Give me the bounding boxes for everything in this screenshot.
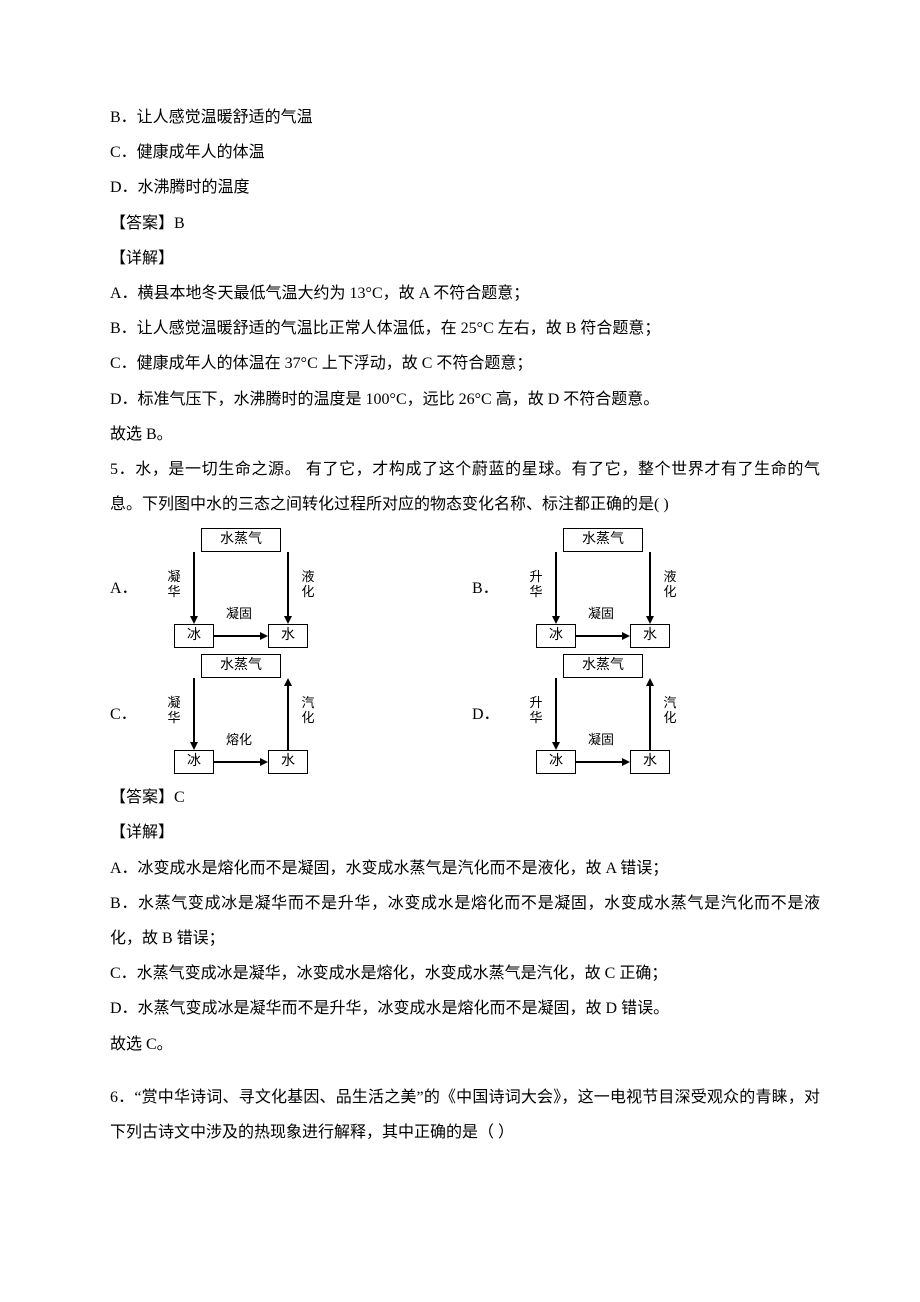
- q4-conclusion: 故选 B。: [110, 417, 820, 452]
- q5-option-d-label: D．: [472, 697, 500, 732]
- q5-options-row-2: C． 水蒸气 冰 水 凝华 汽化 熔化 D． 水蒸气 冰 水: [110, 654, 820, 774]
- q4-detail-c: C．健康成年人的体温在 37°C 上下浮动，故 C 不符合题意；: [110, 346, 820, 381]
- q4-detail-d: D．标准气压下，水沸腾时的温度是 100°C，远比 26°C 高，故 D 不符合…: [110, 382, 820, 417]
- q4-option-d: D．水沸腾时的温度: [110, 170, 820, 205]
- q5-detail-c: C．水蒸气变成冰是凝华，冰变成水是熔化，水变成水蒸气是汽化，故 C 正确；: [110, 956, 820, 991]
- q5-conclusion: 故选 C。: [110, 1027, 820, 1062]
- edge-label-bottom: 熔化: [226, 733, 252, 746]
- q5-stem: 5．水，是一切生命之源。 有了它，才构成了这个蔚蓝的星球。有了它，整个世界才有了…: [110, 452, 820, 522]
- edge-label-right: 液化: [300, 570, 316, 599]
- q5-options-row-1: A． 水蒸气 冰 水 凝华 液化 凝固 B． 水蒸气 冰 水: [110, 528, 820, 648]
- q5-detail-a: A．冰变成水是熔化而不是凝固，水变成水蒸气是汽化而不是液化，故 A 错误；: [110, 851, 820, 886]
- node-water: 水: [268, 624, 308, 648]
- edge-label-bottom: 凝固: [588, 607, 614, 620]
- node-vapor: 水蒸气: [563, 528, 643, 552]
- q5-answer: 【答案】C: [110, 780, 820, 815]
- edge-label-right: 汽化: [662, 696, 678, 725]
- q4-option-c: C．健康成年人的体温: [110, 135, 820, 170]
- q4-detail-b: B．让人感觉温暖舒适的气温比正常人体温低，在 25°C 左右，故 B 符合题意；: [110, 311, 820, 346]
- q5-diagram-c: 水蒸气 冰 水 凝华 汽化 熔化: [146, 654, 336, 774]
- q5-detail-label: 【详解】: [110, 815, 820, 850]
- q4-option-b: B．让人感觉温暖舒适的气温: [110, 100, 820, 135]
- node-vapor: 水蒸气: [201, 528, 281, 552]
- edge-label-left: 凝华: [166, 570, 182, 599]
- q5-option-c-label: C．: [110, 697, 138, 732]
- node-ice: 冰: [536, 750, 576, 774]
- q4-detail-label: 【详解】: [110, 241, 820, 276]
- q5-diagram-d: 水蒸气 冰 水 升华 汽化 凝固: [508, 654, 698, 774]
- edge-label-bottom: 凝固: [588, 733, 614, 746]
- node-ice: 冰: [174, 624, 214, 648]
- node-water: 水: [630, 750, 670, 774]
- edge-label-left: 凝华: [166, 696, 182, 725]
- node-vapor: 水蒸气: [201, 654, 281, 678]
- q5-option-b-label: B．: [472, 571, 500, 606]
- q5-diagram-a: 水蒸气 冰 水 凝华 液化 凝固: [146, 528, 336, 648]
- edge-label-left: 升华: [528, 570, 544, 599]
- node-water: 水: [268, 750, 308, 774]
- edge-label-bottom: 凝固: [226, 607, 252, 620]
- node-ice: 冰: [536, 624, 576, 648]
- q5-option-a-label: A．: [110, 571, 138, 606]
- q5-detail-b: B．水蒸气变成冰是凝华而不是升华，冰变成水是熔化而不是凝固，水变成水蒸气是汽化而…: [110, 886, 820, 956]
- edge-label-right: 汽化: [300, 696, 316, 725]
- q4-detail-a: A．横县本地冬天最低气温大约为 13°C，故 A 不符合题意；: [110, 276, 820, 311]
- edge-label-right: 液化: [662, 570, 678, 599]
- q6-stem: 6．“赏中华诗词、寻文化基因、品生活之美”的《中国诗词大会》，这一电视节目深受观…: [110, 1080, 820, 1150]
- q4-answer: 【答案】B: [110, 206, 820, 241]
- q5-detail-d: D．水蒸气变成冰是凝华而不是升华，冰变成水是熔化而不是凝固，故 D 错误。: [110, 991, 820, 1026]
- document-page: B．让人感觉温暖舒适的气温 C．健康成年人的体温 D．水沸腾时的温度 【答案】B…: [0, 0, 920, 1302]
- node-vapor: 水蒸气: [563, 654, 643, 678]
- q5-diagram-b: 水蒸气 冰 水 升华 液化 凝固: [508, 528, 698, 648]
- edge-label-left: 升华: [528, 696, 544, 725]
- node-ice: 冰: [174, 750, 214, 774]
- node-water: 水: [630, 624, 670, 648]
